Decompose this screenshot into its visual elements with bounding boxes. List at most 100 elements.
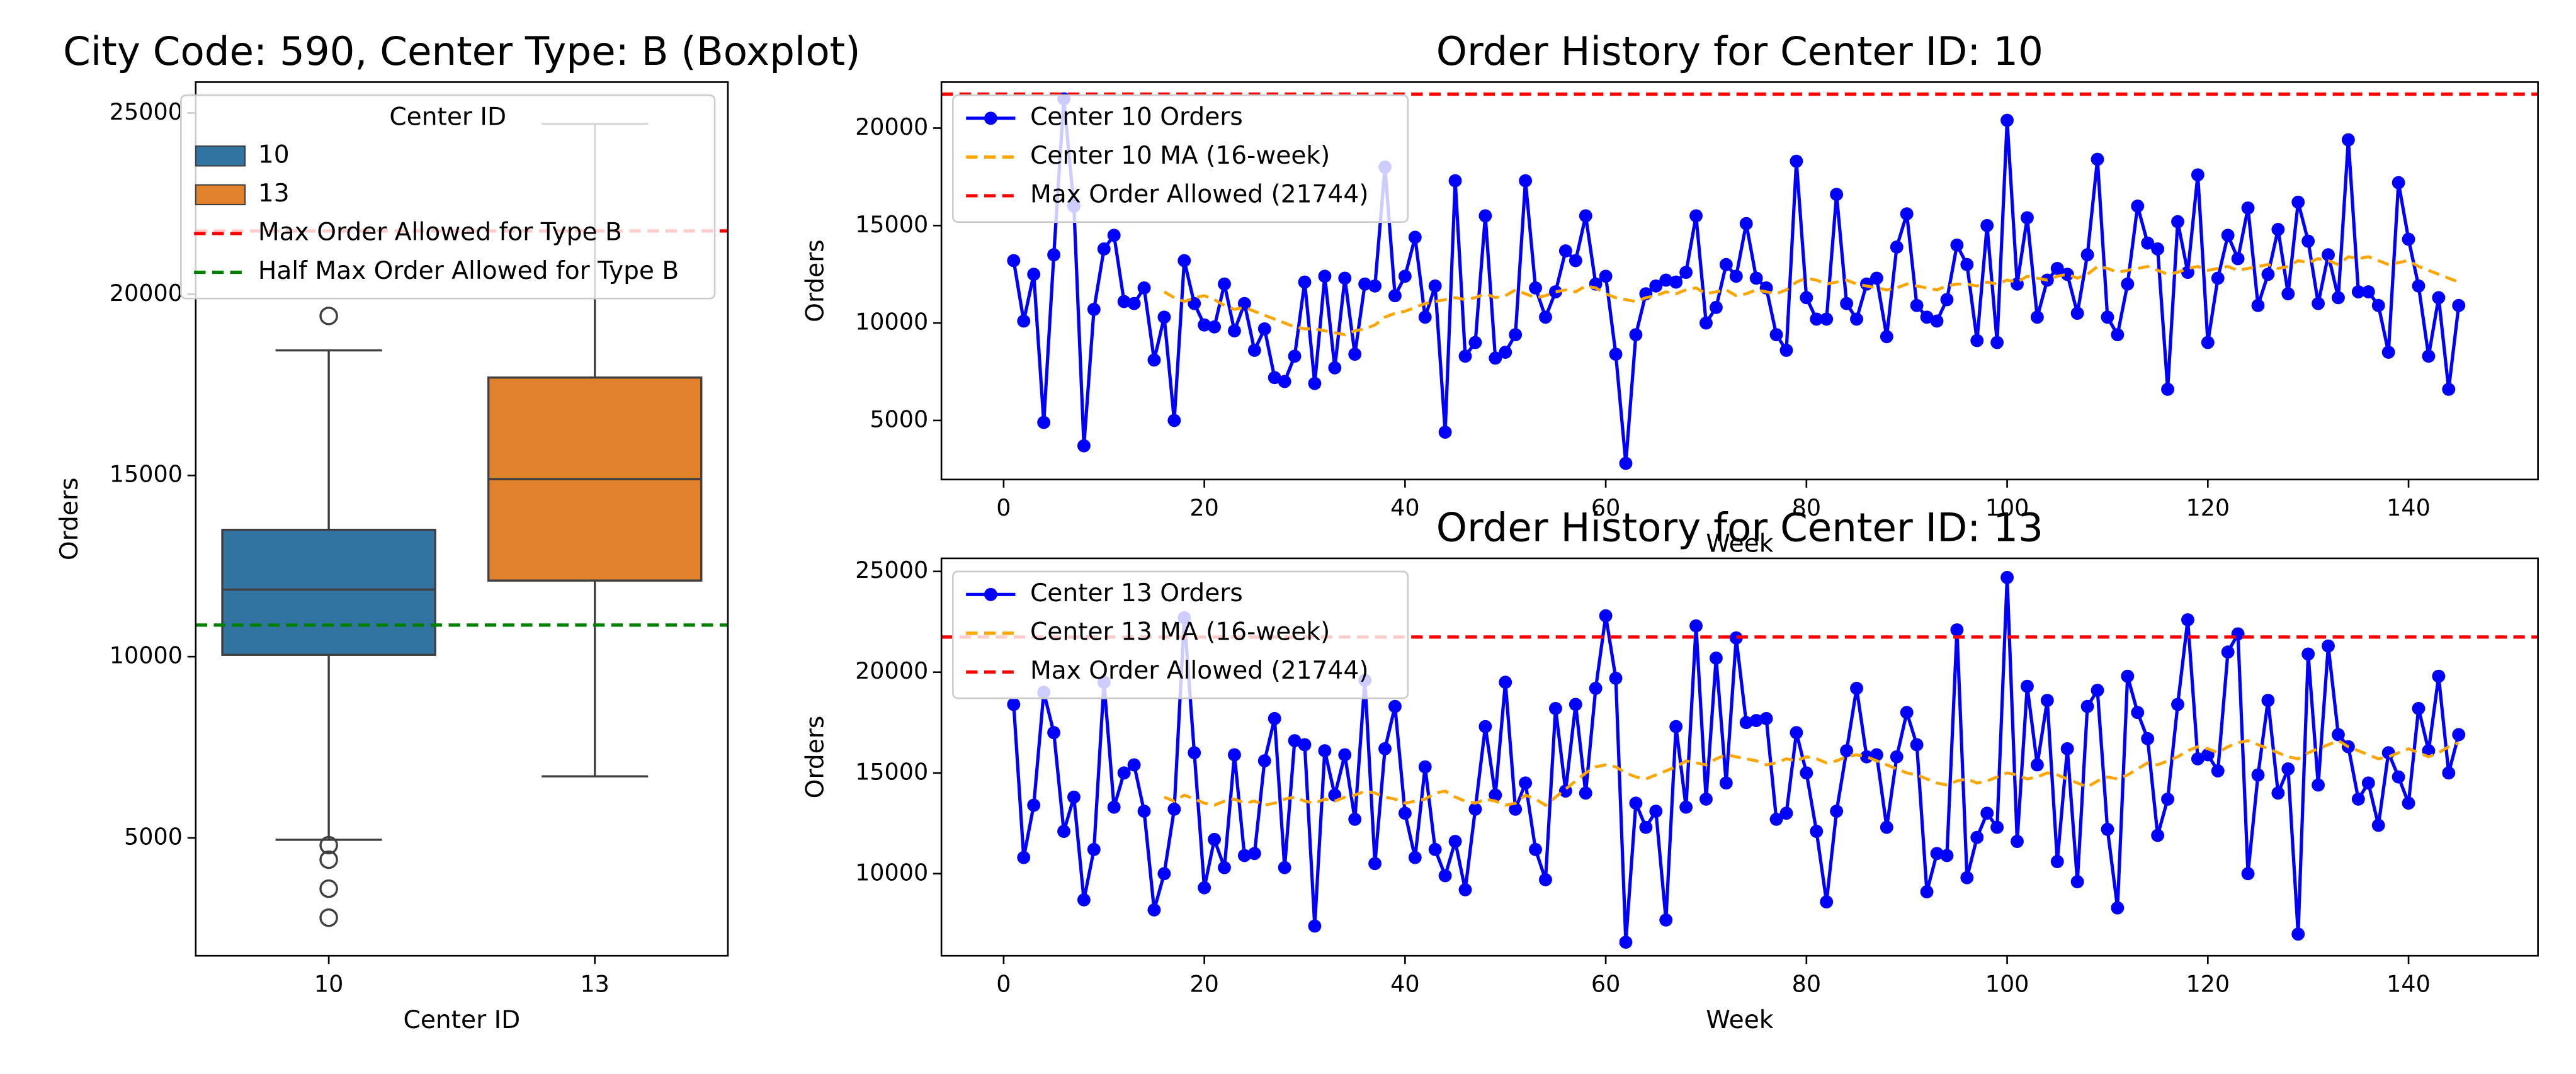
point [2091, 684, 2104, 697]
point [2080, 248, 2094, 262]
point [1890, 750, 1904, 764]
point [1448, 174, 1462, 188]
x-tick-label: 80 [1792, 494, 1821, 521]
point [1749, 271, 1763, 285]
point [1318, 269, 1332, 283]
point [1328, 361, 1342, 375]
legend-label: Half Max Order Allowed for Type B [258, 257, 679, 285]
point [2000, 113, 2014, 127]
point [1117, 295, 1131, 308]
x-tick-label: 13 [580, 971, 609, 998]
point [2312, 297, 2325, 310]
point [1268, 371, 1281, 385]
point [2392, 770, 2405, 784]
point [2271, 786, 2285, 800]
point [1368, 279, 1382, 293]
point [1097, 242, 1111, 256]
point [1027, 798, 1041, 812]
point [1589, 681, 1603, 695]
point [1689, 209, 1703, 223]
point [1840, 297, 1854, 310]
y-tick-label: 10000 [855, 859, 928, 886]
x-axis-label: Center ID [404, 1006, 521, 1034]
point [2351, 285, 2365, 298]
point [1388, 699, 1402, 713]
point [1218, 861, 1231, 874]
point [2402, 796, 2415, 810]
point [1358, 277, 1372, 291]
point [1288, 734, 1302, 747]
point [2291, 195, 2305, 209]
point [1619, 936, 1633, 949]
point [1729, 631, 1743, 645]
point [2131, 706, 2145, 720]
point [1699, 792, 1713, 806]
point [2322, 248, 2335, 262]
point [1338, 748, 1352, 762]
point [1418, 310, 1432, 324]
point [1980, 806, 1994, 820]
point [1569, 698, 1582, 711]
point [1489, 788, 1502, 802]
point [2361, 285, 2375, 298]
flier [319, 850, 338, 869]
plot-frame [940, 557, 2539, 957]
point [1047, 726, 1061, 740]
legend-label: 10 [258, 140, 290, 169]
x-tick-label: 0 [996, 494, 1011, 521]
legend-label: Center 13 Orders [1030, 579, 1243, 608]
x-tick-label: 120 [2186, 494, 2230, 521]
point [2080, 699, 2094, 713]
x-tick-label: 140 [2386, 971, 2431, 998]
point [2332, 728, 2345, 742]
point [2181, 613, 2194, 626]
point [2040, 694, 2054, 707]
x-tick-label: 140 [2386, 494, 2431, 521]
series-line [1163, 255, 2460, 337]
point [1348, 812, 1362, 826]
point [1970, 334, 1984, 348]
point [1548, 701, 1562, 715]
point [1679, 266, 1693, 280]
point [1529, 281, 1542, 295]
y-axis-label: Orders [55, 478, 84, 561]
point [2241, 201, 2255, 215]
point [2351, 792, 2365, 806]
y-tick-label: 20000 [855, 113, 928, 140]
point [2211, 271, 2225, 285]
y-tick-label: 5000 [124, 823, 183, 851]
point [1558, 244, 1572, 257]
point [2432, 291, 2446, 305]
point [1398, 806, 1412, 820]
legend-label: 13 [258, 179, 290, 208]
point [2151, 242, 2165, 256]
point [1117, 766, 1131, 780]
point [2171, 698, 2184, 711]
y-axis-label: Orders [801, 239, 829, 322]
point [2241, 867, 2255, 881]
point [1228, 324, 1241, 337]
point [1428, 279, 1442, 293]
point [1298, 738, 1312, 752]
point [1428, 842, 1442, 856]
point [1047, 248, 1061, 262]
point [2141, 732, 2155, 745]
point [1870, 271, 1883, 285]
point [1810, 312, 1824, 326]
point [1980, 218, 1994, 232]
x-axis-label: Week [1706, 530, 1774, 558]
point [2361, 776, 2375, 790]
point [2211, 764, 2225, 777]
point [1288, 349, 1302, 363]
point [2322, 639, 2335, 653]
point [2101, 310, 2114, 324]
plot-frame [195, 81, 729, 957]
point [1749, 714, 1763, 727]
point [1930, 847, 1944, 861]
point [1639, 820, 1653, 834]
flier [319, 908, 338, 927]
point [1198, 318, 1211, 332]
point [2060, 268, 2074, 281]
point [1157, 310, 1171, 324]
